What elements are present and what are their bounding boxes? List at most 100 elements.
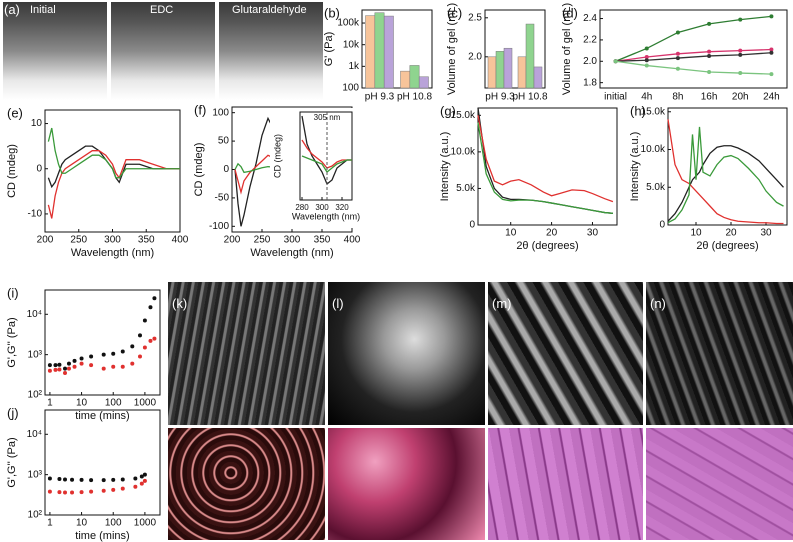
photo <box>111 2 215 100</box>
photo <box>219 2 323 100</box>
inset-bg <box>270 108 356 228</box>
x-tick-label: 280 <box>295 203 309 212</box>
photo <box>3 2 107 100</box>
x-tick-label: 200 <box>37 235 54 246</box>
marker <box>142 472 147 477</box>
x-tick-label: 320 <box>335 203 349 212</box>
x-axis-label: 2θ (degrees) <box>696 240 758 252</box>
marker <box>57 367 62 372</box>
y-tick-label: 10⁴ <box>27 429 42 440</box>
panel-label: (j) <box>7 405 19 420</box>
marker <box>148 338 153 343</box>
series-line <box>667 145 784 222</box>
marker <box>70 490 75 495</box>
y-axis-label: CD (mdeg) <box>6 144 18 198</box>
panel-label: (h) <box>630 103 646 118</box>
marker <box>644 63 649 68</box>
axes-frame <box>599 9 788 89</box>
x-tick-label: 200 <box>224 235 241 246</box>
x-tick-label: 16h <box>701 92 718 103</box>
marker <box>769 14 774 19</box>
y-tick-label: 1.8 <box>583 77 597 88</box>
marker <box>57 477 62 482</box>
micrograph <box>328 428 485 540</box>
y-tick-label: 5.0k <box>456 183 476 194</box>
panel-label: (f) <box>194 102 206 117</box>
y-tick-label: 10² <box>28 390 43 401</box>
y-axis-label: Volume of gel (mL) <box>446 3 458 95</box>
y-tick-label: 5.0k <box>646 182 666 193</box>
caption: Initial <box>30 4 56 16</box>
series-line <box>615 48 772 62</box>
y-tick-label: 2.4 <box>583 13 597 24</box>
series-line <box>47 127 180 179</box>
marker <box>738 71 743 76</box>
marker <box>111 477 116 482</box>
y-tick-label: 2.0 <box>583 56 597 67</box>
y-tick-label: 15.0k <box>451 110 476 121</box>
bar <box>525 23 535 89</box>
x-tick-label: 10 <box>76 398 88 409</box>
y-tick-label: 100 <box>342 83 359 94</box>
marker <box>63 477 68 482</box>
x-tick-label: initial <box>604 92 627 103</box>
x-tick-label: 250 <box>70 235 87 246</box>
x-tick-label: pH 10.8 <box>512 92 547 103</box>
marker <box>101 366 106 371</box>
bar <box>409 65 420 89</box>
micrograph <box>328 282 485 425</box>
x-tick-label: 1 <box>47 398 53 409</box>
marker <box>769 47 774 52</box>
y-tick-label: 2.2 <box>583 35 597 46</box>
x-tick-label: 20 <box>725 228 737 239</box>
x-tick-label: 350 <box>138 235 155 246</box>
x-axis-label: time (mins) <box>75 410 129 422</box>
marker <box>53 363 58 368</box>
marker <box>63 371 68 376</box>
axes-frame <box>299 111 353 201</box>
x-tick-label: pH 9.3 <box>365 92 395 103</box>
bar <box>383 15 394 89</box>
marker <box>675 51 680 56</box>
marker <box>130 344 135 349</box>
series-line <box>50 298 155 368</box>
bar <box>365 15 376 89</box>
x-tick-label: 300 <box>284 235 301 246</box>
y-tick-label: -10 <box>28 209 43 220</box>
bar <box>503 47 513 89</box>
marker <box>769 72 774 77</box>
series-line <box>615 52 772 62</box>
marker <box>63 366 68 371</box>
x-tick-label: 8h <box>672 92 683 103</box>
panel-label: (i) <box>7 285 19 300</box>
y-tick-label: 0 <box>469 220 475 231</box>
y-tick-label: -100 <box>209 221 229 232</box>
micrograph <box>646 282 793 425</box>
panel-label: (k) <box>172 296 188 311</box>
marker <box>111 487 116 492</box>
marker <box>79 477 84 482</box>
marker <box>152 336 157 341</box>
marker <box>66 366 71 371</box>
marker <box>47 363 52 368</box>
marker <box>72 364 77 369</box>
marker <box>66 361 71 366</box>
y-tick-label: 1k <box>348 61 360 72</box>
marker <box>120 364 125 369</box>
series-line <box>667 119 784 225</box>
marker <box>707 49 712 54</box>
y-tick-label: 50 <box>218 136 230 147</box>
y-tick-label: 0 <box>223 164 229 175</box>
axes-frame <box>484 9 546 89</box>
marker <box>89 489 94 494</box>
x-tick-label: 250 <box>254 235 271 246</box>
caption: EDC <box>150 4 174 16</box>
marker <box>142 318 147 323</box>
marker <box>130 361 135 366</box>
y-tick-label: 2.0 <box>468 51 482 62</box>
micrograph <box>168 428 325 540</box>
x-tick-label: 400 <box>172 235 189 246</box>
y-tick-label: 100k <box>337 18 360 29</box>
